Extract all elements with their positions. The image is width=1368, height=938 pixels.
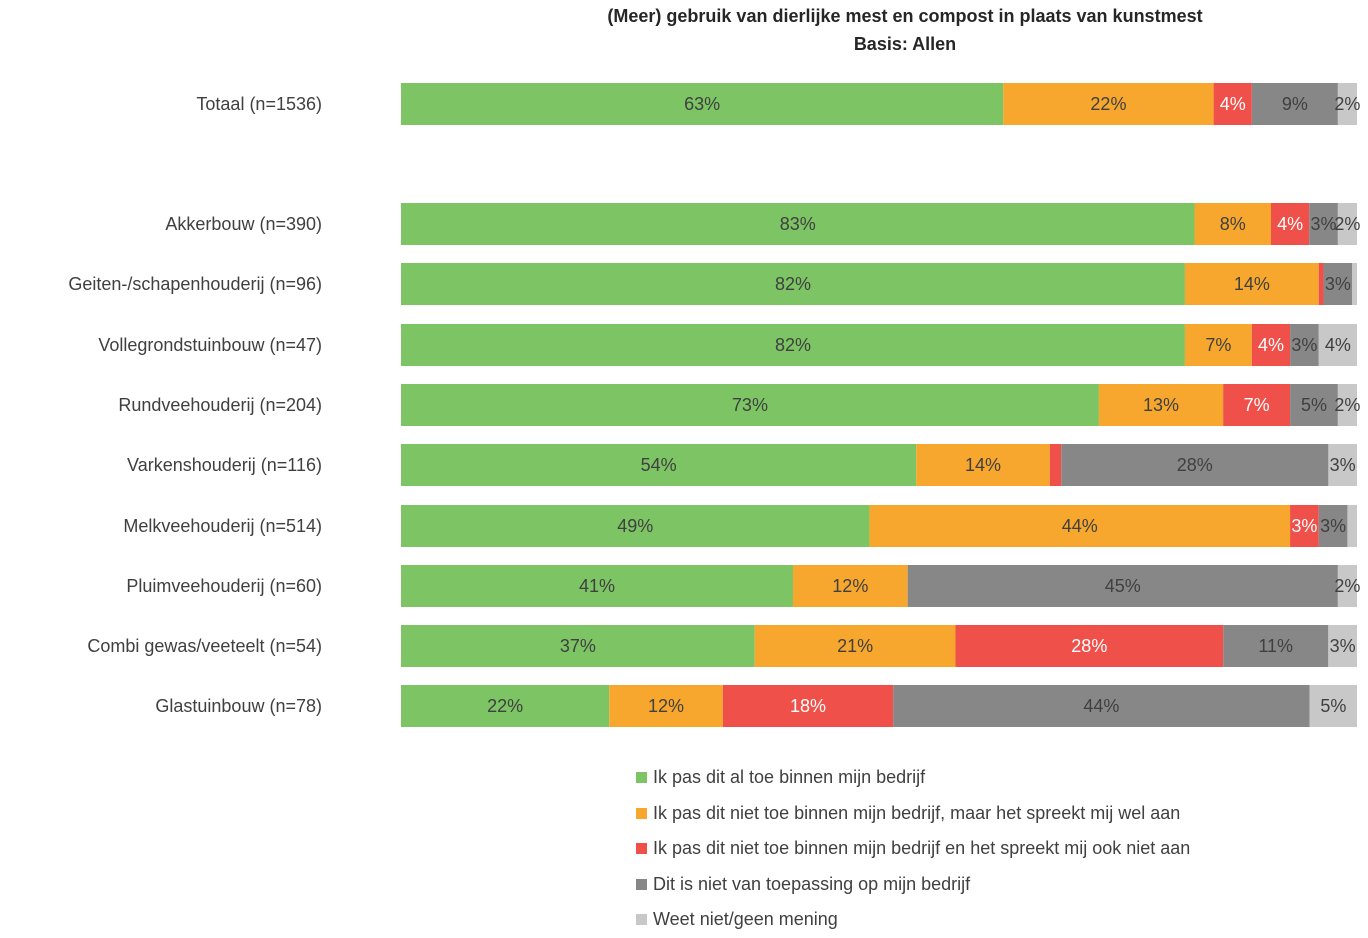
data-label: 12% bbox=[832, 576, 868, 596]
data-label: 11% bbox=[1258, 636, 1293, 656]
category-label: Melkveehouderij (n=514) bbox=[123, 516, 322, 536]
category-label: Geiten-/schapenhouderij (n=96) bbox=[68, 274, 322, 294]
data-label: 37% bbox=[560, 636, 596, 656]
data-label: 2% bbox=[1334, 395, 1360, 415]
category-label: Totaal (n=1536) bbox=[196, 94, 322, 114]
legend: Ik pas dit al toe binnen mijn bedrijf Ik … bbox=[636, 760, 1190, 938]
data-label: 2% bbox=[1334, 94, 1360, 114]
legend-swatch bbox=[636, 879, 647, 890]
legend-item: Weet niet/geen mening bbox=[636, 902, 1190, 938]
legend-item: Dit is niet van toepassing op mijn bedri… bbox=[636, 867, 1190, 903]
category-label: Glastuinbouw (n=78) bbox=[155, 696, 322, 716]
data-label: 41% bbox=[579, 576, 615, 596]
data-label: 2% bbox=[1334, 214, 1360, 234]
legend-item: Ik pas dit niet toe binnen mijn bedrijf,… bbox=[636, 796, 1190, 832]
category-label: Vollegrondstuinbouw (n=47) bbox=[98, 335, 322, 355]
bar-segment bbox=[1319, 263, 1324, 305]
category-label: Akkerbouw (n=390) bbox=[165, 214, 322, 234]
data-label: 3% bbox=[1291, 516, 1317, 536]
legend-swatch bbox=[636, 808, 647, 819]
data-label: 63% bbox=[684, 94, 720, 114]
bar-segment bbox=[1050, 444, 1061, 486]
category-label: Varkenshouderij (n=116) bbox=[127, 455, 322, 475]
data-label: 3% bbox=[1320, 516, 1346, 536]
data-label: 54% bbox=[641, 455, 677, 475]
legend-label: Weet niet/geen mening bbox=[653, 909, 838, 930]
data-label: 14% bbox=[965, 455, 1001, 475]
data-label: 5% bbox=[1301, 395, 1327, 415]
data-label: 4% bbox=[1325, 335, 1351, 355]
data-label: 5% bbox=[1320, 696, 1346, 716]
bar-segment bbox=[1352, 263, 1357, 305]
data-label: 3% bbox=[1330, 455, 1356, 475]
data-label: 18% bbox=[790, 696, 826, 716]
data-label: 14% bbox=[1234, 274, 1270, 294]
data-label: 45% bbox=[1105, 576, 1141, 596]
data-label: 13% bbox=[1143, 395, 1179, 415]
bar-segment bbox=[1347, 505, 1357, 547]
data-label: 9% bbox=[1282, 94, 1308, 114]
data-label: 4% bbox=[1258, 335, 1284, 355]
data-label: 22% bbox=[1090, 94, 1126, 114]
data-label: 7% bbox=[1205, 335, 1231, 355]
data-label: 22% bbox=[487, 696, 523, 716]
data-label: 7% bbox=[1244, 395, 1270, 415]
data-label: 28% bbox=[1177, 455, 1213, 475]
data-label: 44% bbox=[1062, 516, 1098, 536]
legend-swatch bbox=[636, 843, 647, 854]
legend-label: Ik pas dit niet toe binnen mijn bedrijf … bbox=[653, 838, 1190, 859]
data-label: 3% bbox=[1291, 335, 1317, 355]
category-label: Combi gewas/veeteelt (n=54) bbox=[87, 636, 322, 656]
legend-label: Ik pas dit al toe binnen mijn bedrijf bbox=[653, 767, 925, 788]
data-label: 44% bbox=[1083, 696, 1119, 716]
data-label: 3% bbox=[1325, 274, 1351, 294]
data-label: 4% bbox=[1277, 214, 1303, 234]
data-label: 3% bbox=[1330, 636, 1356, 656]
data-label: 4% bbox=[1220, 94, 1246, 114]
legend-swatch bbox=[636, 772, 647, 783]
legend-item: Ik pas dit niet toe binnen mijn bedrijf … bbox=[636, 831, 1190, 867]
data-label: 49% bbox=[617, 516, 653, 536]
category-label: Rundveehouderij (n=204) bbox=[118, 395, 322, 415]
category-label: Pluimveehouderij (n=60) bbox=[126, 576, 322, 596]
legend-label: Dit is niet van toepassing op mijn bedri… bbox=[653, 874, 970, 895]
data-label: 82% bbox=[775, 274, 811, 294]
legend-item: Ik pas dit al toe binnen mijn bedrijf bbox=[636, 760, 1190, 796]
data-label: 82% bbox=[775, 335, 811, 355]
legend-label: Ik pas dit niet toe binnen mijn bedrijf,… bbox=[653, 803, 1180, 824]
data-label: 2% bbox=[1334, 576, 1360, 596]
bars-area: Totaal (n=1536) 63% 22% 4% 9% 2% Akkerbouw (n=… bbox=[0, 0, 1368, 760]
data-label: 12% bbox=[648, 696, 684, 716]
data-label: 21% bbox=[837, 636, 873, 656]
data-label: 3% bbox=[1311, 214, 1337, 234]
data-label: 73% bbox=[732, 395, 768, 415]
legend-swatch bbox=[636, 914, 647, 925]
data-label: 8% bbox=[1220, 214, 1246, 234]
data-label: 28% bbox=[1071, 636, 1107, 656]
data-label: 83% bbox=[780, 214, 816, 234]
